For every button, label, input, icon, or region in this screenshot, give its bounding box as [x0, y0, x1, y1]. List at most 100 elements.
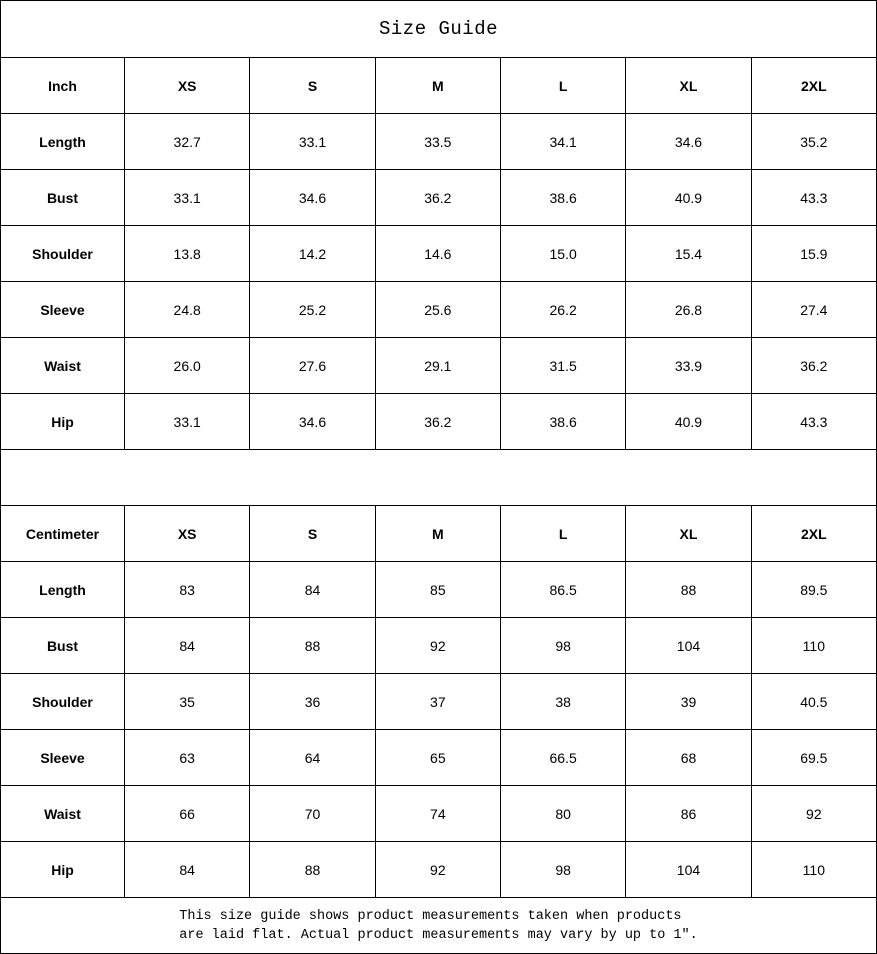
inch-unit-header: Inch [0, 57, 125, 114]
measurement-value: 80 [499, 785, 627, 842]
inch-row-shoulder: Shoulder 13.8 14.2 14.6 15.0 15.4 15.9 [0, 225, 877, 282]
row-label: Hip [0, 393, 125, 450]
measurement-value: 26.0 [123, 337, 251, 394]
measurement-value: 43.3 [750, 393, 877, 450]
measurement-value: 66.5 [499, 729, 627, 786]
measurement-value: 104 [625, 617, 752, 674]
measurement-value: 38.6 [499, 169, 627, 226]
inch-size-header-xs: XS [123, 57, 251, 114]
measurement-value: 88 [249, 841, 376, 898]
measurement-value: 63 [123, 729, 251, 786]
measurement-value: 66 [123, 785, 251, 842]
measurement-value: 25.2 [249, 281, 376, 338]
measurement-value: 25.6 [374, 281, 501, 338]
footer-note-line1: This size guide shows product measuremen… [179, 908, 682, 924]
measurement-value: 89.5 [750, 561, 877, 618]
measurement-value: 70 [249, 785, 376, 842]
measurement-value: 88 [249, 617, 376, 674]
measurement-value: 26.8 [625, 281, 752, 338]
inch-row-waist: Waist 26.0 27.6 29.1 31.5 33.9 36.2 [0, 337, 877, 394]
measurement-value: 84 [249, 561, 376, 618]
measurement-value: 33.1 [123, 169, 251, 226]
cm-row-shoulder: Shoulder 35 36 37 38 39 40.5 [0, 673, 877, 730]
measurement-value: 86 [625, 785, 752, 842]
measurement-value: 98 [499, 617, 627, 674]
cm-row-sleeve: Sleeve 63 64 65 66.5 68 69.5 [0, 729, 877, 786]
measurement-value: 26.2 [499, 281, 627, 338]
cm-row-hip: Hip 84 88 92 98 104 110 [0, 841, 877, 898]
measurement-value: 27.4 [750, 281, 877, 338]
page-title: Size Guide [0, 0, 877, 58]
inch-size-header-l: L [499, 57, 627, 114]
measurement-value: 34.6 [625, 113, 752, 170]
measurement-value: 69.5 [750, 729, 877, 786]
spacer-cell [0, 449, 877, 506]
measurement-value: 43.3 [750, 169, 877, 226]
measurement-value: 39 [625, 673, 752, 730]
measurement-value: 33.1 [123, 393, 251, 450]
row-label: Length [0, 561, 125, 618]
row-label: Waist [0, 785, 125, 842]
measurement-value: 92 [374, 841, 501, 898]
cm-size-header-s: S [249, 505, 376, 562]
measurement-value: 38.6 [499, 393, 627, 450]
row-label: Hip [0, 841, 125, 898]
row-label: Waist [0, 337, 125, 394]
inch-header-row: Inch XS S M L XL 2XL [0, 57, 877, 114]
measurement-value: 14.2 [249, 225, 376, 282]
inch-size-header-s: S [249, 57, 376, 114]
row-label: Bust [0, 169, 125, 226]
row-label: Bust [0, 617, 125, 674]
measurement-value: 92 [374, 617, 501, 674]
measurement-value: 84 [123, 617, 251, 674]
footer-note-text: This size guide shows product measuremen… [179, 907, 697, 945]
measurement-value: 34.1 [499, 113, 627, 170]
row-label: Shoulder [0, 225, 125, 282]
measurement-value: 15.9 [750, 225, 877, 282]
measurement-value: 74 [374, 785, 501, 842]
inch-size-header-m: M [374, 57, 501, 114]
inch-size-header-2xl: 2XL [750, 57, 877, 114]
inch-size-header-xl: XL [625, 57, 752, 114]
measurement-value: 40.9 [625, 393, 752, 450]
measurement-value: 35 [123, 673, 251, 730]
row-label: Shoulder [0, 673, 125, 730]
measurement-value: 15.0 [499, 225, 627, 282]
cm-row-waist: Waist 66 70 74 80 86 92 [0, 785, 877, 842]
measurement-value: 27.6 [249, 337, 376, 394]
row-label: Sleeve [0, 281, 125, 338]
cm-size-header-m: M [374, 505, 501, 562]
measurement-value: 35.2 [750, 113, 877, 170]
title-row: Size Guide [0, 0, 877, 58]
measurement-value: 33.5 [374, 113, 501, 170]
measurement-value: 15.4 [625, 225, 752, 282]
measurement-value: 31.5 [499, 337, 627, 394]
measurement-value: 83 [123, 561, 251, 618]
cm-row-length: Length 83 84 85 86.5 88 89.5 [0, 561, 877, 618]
row-label: Length [0, 113, 125, 170]
cm-size-header-xl: XL [625, 505, 752, 562]
measurement-value: 68 [625, 729, 752, 786]
measurement-value: 33.9 [625, 337, 752, 394]
measurement-value: 34.6 [249, 393, 376, 450]
spacer-row [0, 449, 877, 506]
measurement-value: 29.1 [374, 337, 501, 394]
cm-row-bust: Bust 84 88 92 98 104 110 [0, 617, 877, 674]
cm-size-header-l: L [499, 505, 627, 562]
measurement-value: 13.8 [123, 225, 251, 282]
measurement-value: 36.2 [750, 337, 877, 394]
cm-unit-header: Centimeter [0, 505, 125, 562]
measurement-value: 110 [750, 841, 877, 898]
measurement-value: 14.6 [374, 225, 501, 282]
row-label: Sleeve [0, 729, 125, 786]
measurement-value: 65 [374, 729, 501, 786]
measurement-value: 84 [123, 841, 251, 898]
measurement-value: 34.6 [249, 169, 376, 226]
measurement-value: 24.8 [123, 281, 251, 338]
measurement-value: 88 [625, 561, 752, 618]
measurement-value: 33.1 [249, 113, 376, 170]
inch-row-hip: Hip 33.1 34.6 36.2 38.6 40.9 43.3 [0, 393, 877, 450]
cm-size-header-2xl: 2XL [750, 505, 877, 562]
inch-row-sleeve: Sleeve 24.8 25.2 25.6 26.2 26.8 27.4 [0, 281, 877, 338]
measurement-value: 64 [249, 729, 376, 786]
